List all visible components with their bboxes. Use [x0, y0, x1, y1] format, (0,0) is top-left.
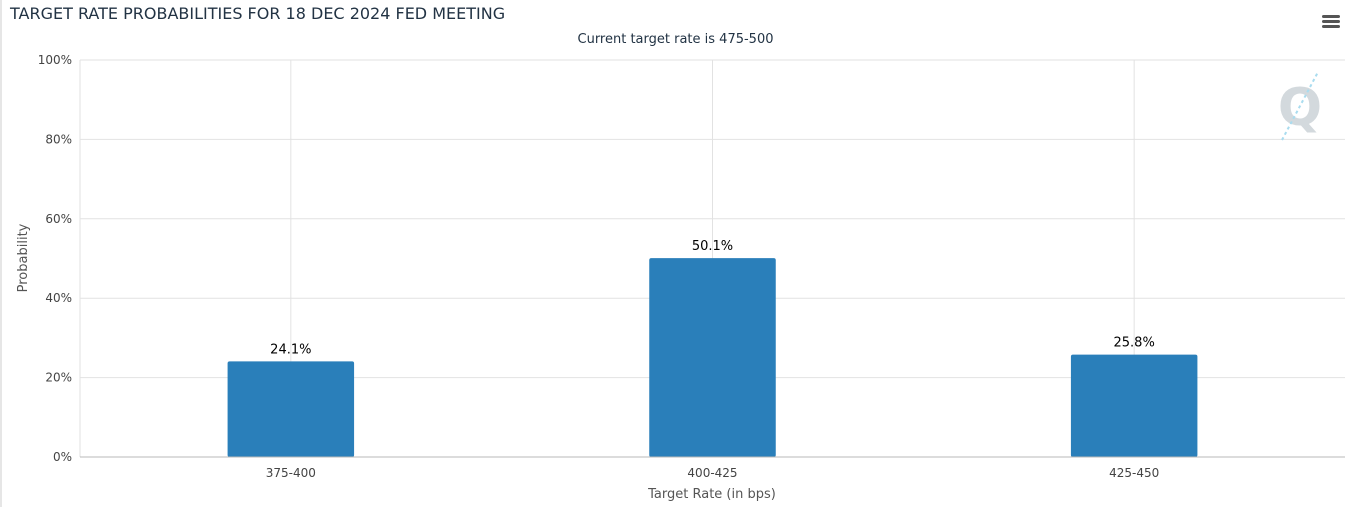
- chart-subtitle: Current target rate is 475-500: [577, 32, 774, 47]
- y-tick-label: 40%: [45, 291, 72, 305]
- x-axis-title: Target Rate (in bps): [647, 487, 776, 502]
- bar-data-label: 24.1%: [270, 342, 311, 357]
- hamburger-menu-icon[interactable]: [1320, 12, 1342, 34]
- y-tick-label: 60%: [45, 212, 72, 226]
- bar-375-400[interactable]: [227, 361, 355, 457]
- y-tick-label: 20%: [45, 371, 72, 385]
- y-tick-label: 100%: [38, 53, 72, 67]
- x-tick-label: 400-425: [687, 466, 737, 480]
- x-tick-label: 375-400: [266, 466, 316, 480]
- y-tick-label: 80%: [45, 132, 72, 146]
- q-watermark-logo: Q: [1278, 71, 1322, 141]
- bar-425-450[interactable]: [1070, 354, 1198, 457]
- y-tick-label: 0%: [53, 450, 72, 464]
- left-border: [0, 0, 2, 507]
- bar-400-425[interactable]: [649, 258, 776, 457]
- x-tick-label: 425-450: [1109, 466, 1159, 480]
- y-axis-title: Probability: [16, 223, 31, 292]
- chart-title: TARGET RATE PROBABILITIES FOR 18 DEC 202…: [10, 4, 506, 23]
- bar-data-label: 50.1%: [692, 239, 733, 254]
- bar-data-label: 25.8%: [1114, 336, 1155, 351]
